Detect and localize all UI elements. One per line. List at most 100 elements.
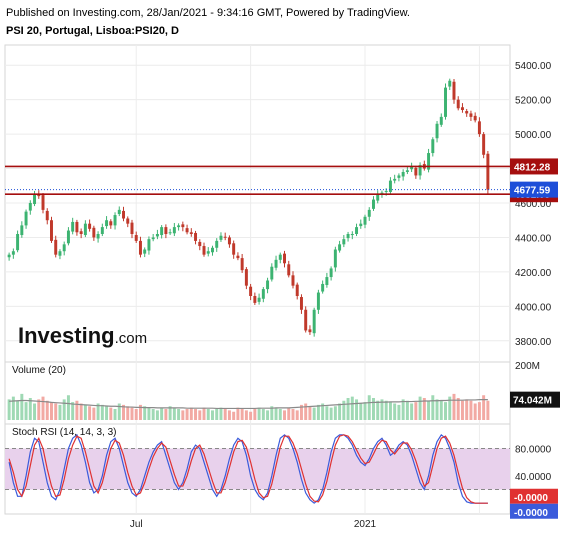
investing-logo: Investing.com: [18, 323, 147, 348]
candle-body: [283, 253, 286, 264]
volume-bar: [185, 409, 189, 420]
candle-body: [227, 237, 231, 245]
candle-body: [414, 167, 418, 176]
volume-bar: [181, 410, 185, 420]
candle-body: [232, 243, 236, 255]
volume-bar: [198, 410, 202, 420]
volume-bar: [316, 404, 320, 420]
volume-bar: [11, 396, 15, 420]
price-tick-label: 4400.00: [515, 233, 552, 244]
volume-bar: [227, 410, 231, 420]
volume-bar: [109, 407, 113, 420]
volume-bar: [439, 400, 443, 420]
candle-body: [367, 209, 371, 217]
volume-bar: [312, 407, 316, 420]
volume-bar: [291, 409, 295, 420]
volume-bar: [376, 400, 380, 420]
candle-body: [41, 195, 45, 210]
volume-tag-label: 74.042M: [513, 396, 552, 407]
candle-body: [37, 194, 41, 197]
volume-bar: [325, 406, 329, 420]
volume-bar: [338, 403, 342, 420]
candle-body: [236, 255, 240, 259]
volume-bar: [134, 409, 138, 420]
volume-bar: [54, 403, 58, 420]
candle-body: [308, 329, 312, 333]
logo-main: Investing: [18, 323, 115, 348]
x-tick-label: 2021: [354, 519, 377, 530]
candle-body: [376, 194, 380, 201]
candle-body: [448, 80, 452, 87]
candle-body: [401, 172, 405, 177]
volume-bar: [308, 406, 312, 420]
candle-body: [363, 216, 367, 225]
volume-bar: [249, 411, 253, 420]
volume-bar: [346, 398, 350, 420]
volume-bar: [359, 403, 363, 420]
candle-body: [435, 123, 439, 139]
candle-body: [215, 240, 219, 248]
candle-body: [105, 220, 109, 227]
candle-body: [66, 230, 70, 244]
stoch-panel-title: Stoch RSI (14, 14, 3, 3): [12, 427, 117, 438]
volume-bar: [83, 404, 87, 420]
candle-body: [439, 116, 443, 125]
x-tick-label: Jul: [130, 519, 143, 530]
volume-bar: [283, 410, 286, 420]
candle-body: [189, 232, 193, 234]
instrument-title: PSI 20, Portugal, Lisboa:PSI20, D: [6, 25, 179, 37]
last-price-tag-bg: [510, 181, 558, 198]
candle-body: [206, 251, 210, 254]
candle-body: [329, 268, 333, 278]
candle-body: [92, 227, 96, 238]
candle-body: [151, 237, 155, 240]
candle-body: [96, 234, 100, 239]
volume-tag-bg: [510, 391, 560, 408]
volume-bar: [100, 404, 104, 420]
price-tags: 4812.284651.094677.5974.042M-0.0000-0.00…: [510, 158, 560, 519]
volume-bar: [401, 399, 405, 420]
candle-body: [270, 266, 274, 280]
volume-bar: [274, 407, 278, 420]
volume-bar: [333, 406, 337, 420]
volume-bar: [469, 400, 473, 420]
volume-bar: [41, 396, 45, 420]
volume-bar: [418, 396, 422, 420]
volume-bar: [62, 399, 66, 420]
volume-bar: [427, 400, 431, 420]
candle-body: [465, 111, 469, 114]
volume-bar: [465, 399, 469, 420]
volume-bar: [155, 410, 159, 420]
volume-bar: [151, 409, 155, 420]
volume-bar: [266, 410, 270, 420]
volume-bar: [384, 400, 388, 420]
volume-bar: [253, 409, 257, 420]
volume-bar: [117, 403, 121, 420]
level-tag-label: 4812.28: [514, 162, 551, 173]
x-axis-labels: Jul 2021: [130, 519, 377, 530]
candle-body: [45, 210, 49, 221]
volume-bar: [50, 402, 53, 420]
volume-bar: [58, 404, 62, 420]
candle-body: [194, 232, 198, 241]
volume-bar: [71, 402, 75, 420]
candle-body: [393, 178, 397, 181]
candle-body: [79, 231, 83, 234]
volume-bar: [189, 407, 193, 420]
volume-bar: [460, 400, 464, 420]
volume-bar: [367, 395, 371, 420]
volume-bar: [278, 409, 282, 420]
volume-bar: [33, 403, 37, 420]
candle-body: [11, 251, 15, 255]
volume-bar: [422, 398, 426, 420]
candle-body: [291, 275, 295, 286]
volume-bar: [194, 409, 198, 420]
volume-bar: [232, 411, 236, 420]
volume-ma-line: [9, 399, 488, 410]
volume-bar: [45, 400, 49, 420]
candle-body: [164, 227, 168, 234]
price-tick-label: 5200.00: [515, 96, 552, 107]
volume-bar: [236, 407, 240, 420]
candle-body: [333, 249, 337, 268]
volume-bar: [350, 396, 354, 420]
